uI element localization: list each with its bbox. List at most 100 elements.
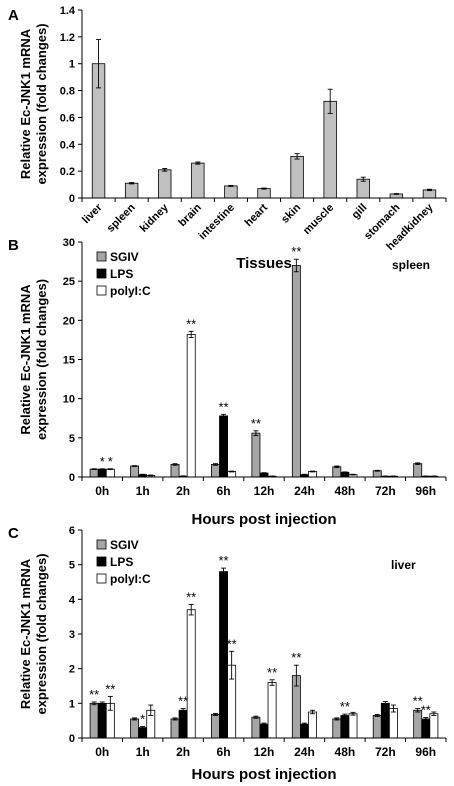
bar xyxy=(89,468,99,478)
bar xyxy=(219,415,228,478)
chart-panel-c: C 0 1 2 3 4 5 6 Relative Ec-JNK1 mRNA expression … xyxy=(8,525,447,783)
bar xyxy=(380,702,390,739)
x-axis-title: Hours post injection xyxy=(191,766,336,783)
x-tick-label: intestine xyxy=(197,202,237,242)
x-tick-label: liver xyxy=(80,201,105,226)
y-tick-label: 1 xyxy=(69,698,75,710)
significance-marker: ** xyxy=(105,681,115,696)
x-tick-label: 2h xyxy=(176,484,190,498)
x-tick-label: 72h xyxy=(375,745,396,759)
x-tick-label: 48h xyxy=(335,745,356,759)
x-tick-label: 6h xyxy=(217,745,231,759)
y-tick-label: 10 xyxy=(63,394,75,406)
bar xyxy=(372,715,382,739)
bar xyxy=(323,100,337,199)
y-tick-label: 5 xyxy=(69,560,75,572)
legend-label: polyI:C xyxy=(110,284,151,298)
significance-marker: * xyxy=(140,712,145,727)
significance-marker: ** xyxy=(178,694,188,709)
x-tick-label: 2h xyxy=(176,745,190,759)
x-tick-label: 72h xyxy=(375,484,396,498)
significance-marker: ** xyxy=(186,316,196,331)
bar xyxy=(291,265,301,478)
bar xyxy=(224,185,238,199)
bar xyxy=(211,714,220,739)
x-tick-label: muscle xyxy=(301,202,336,237)
significance-marker: * xyxy=(108,454,113,469)
legend-label: LPS xyxy=(110,267,133,281)
bar xyxy=(251,432,261,478)
x-axis-title: Tissues xyxy=(236,255,292,272)
y-axis-title: expression (fold changes) xyxy=(34,23,49,184)
x-tick-label: 96h xyxy=(415,484,436,498)
bar xyxy=(124,182,139,199)
bar xyxy=(211,464,220,478)
x-tick-label: 0h xyxy=(95,484,109,498)
bar xyxy=(251,716,261,739)
y-tick-label: 0.8 xyxy=(60,86,75,98)
chart-title: spleen xyxy=(392,258,430,272)
legend-swatch xyxy=(96,251,107,262)
y-tick-label: 0 xyxy=(69,733,75,745)
significance-marker: ** xyxy=(218,399,228,414)
bar xyxy=(356,178,370,199)
bar xyxy=(429,713,439,739)
significance-marker: ** xyxy=(413,694,423,709)
significance-marker: * xyxy=(100,454,105,469)
bar xyxy=(267,682,277,739)
y-tick-label: 1.4 xyxy=(60,5,76,17)
x-tick-label: 1h xyxy=(136,484,150,498)
chart-title: liver xyxy=(391,558,416,572)
bar xyxy=(259,723,269,739)
bar xyxy=(158,169,172,199)
bar xyxy=(348,713,358,739)
bar xyxy=(138,727,148,739)
x-tick-label: spleen xyxy=(105,201,138,234)
y-tick-label: 0.4 xyxy=(60,139,76,151)
panel-label: A xyxy=(8,7,19,24)
bar xyxy=(219,571,228,739)
legend-label: LPS xyxy=(110,555,133,569)
x-tick-label: kidney xyxy=(138,201,172,235)
significance-marker: ** xyxy=(227,636,237,651)
legend-swatch xyxy=(96,268,107,279)
legend-label: SGIV xyxy=(110,538,139,552)
legend-swatch xyxy=(96,539,107,550)
y-axis-title: expression (fold changes) xyxy=(34,553,49,714)
bar xyxy=(170,718,180,739)
y-tick-label: 5 xyxy=(69,433,75,445)
bar xyxy=(105,468,115,478)
y-axis-title: Relative Ec-JNK1 mRNA xyxy=(18,28,33,179)
bar xyxy=(308,711,317,739)
bar xyxy=(191,162,205,199)
y-tick-label: 0 xyxy=(69,193,75,205)
panel-label: B xyxy=(8,237,19,254)
bar xyxy=(413,463,423,478)
y-tick-label: 4 xyxy=(69,594,76,606)
significance-marker: ** xyxy=(291,650,301,665)
y-axis-title: expression (fold changes) xyxy=(34,279,49,440)
y-tick-label: 6 xyxy=(69,525,75,537)
significance-marker: ** xyxy=(340,699,350,714)
x-tick-label: 48h xyxy=(335,484,356,498)
bar xyxy=(89,702,99,739)
legend-swatch xyxy=(96,573,107,584)
y-tick-label: 1.2 xyxy=(60,32,75,44)
bar xyxy=(332,718,342,739)
significance-marker: ** xyxy=(218,553,228,568)
y-tick-label: 1 xyxy=(69,59,75,71)
x-tick-label: gill xyxy=(350,202,370,222)
legend-label: polyI:C xyxy=(110,572,151,586)
y-tick-label: 0.2 xyxy=(60,166,75,178)
y-axis-title: Relative Ec-JNK1 mRNA xyxy=(18,558,33,709)
significance-marker: ** xyxy=(89,687,99,702)
x-tick-label: 12h xyxy=(254,745,275,759)
panel-label: C xyxy=(8,525,19,542)
bar xyxy=(130,718,140,739)
legend-swatch xyxy=(96,556,107,567)
y-tick-label: 3 xyxy=(69,629,75,641)
bar xyxy=(290,155,304,199)
y-tick-label: 0.6 xyxy=(60,112,75,124)
x-tick-label: 1h xyxy=(136,745,150,759)
